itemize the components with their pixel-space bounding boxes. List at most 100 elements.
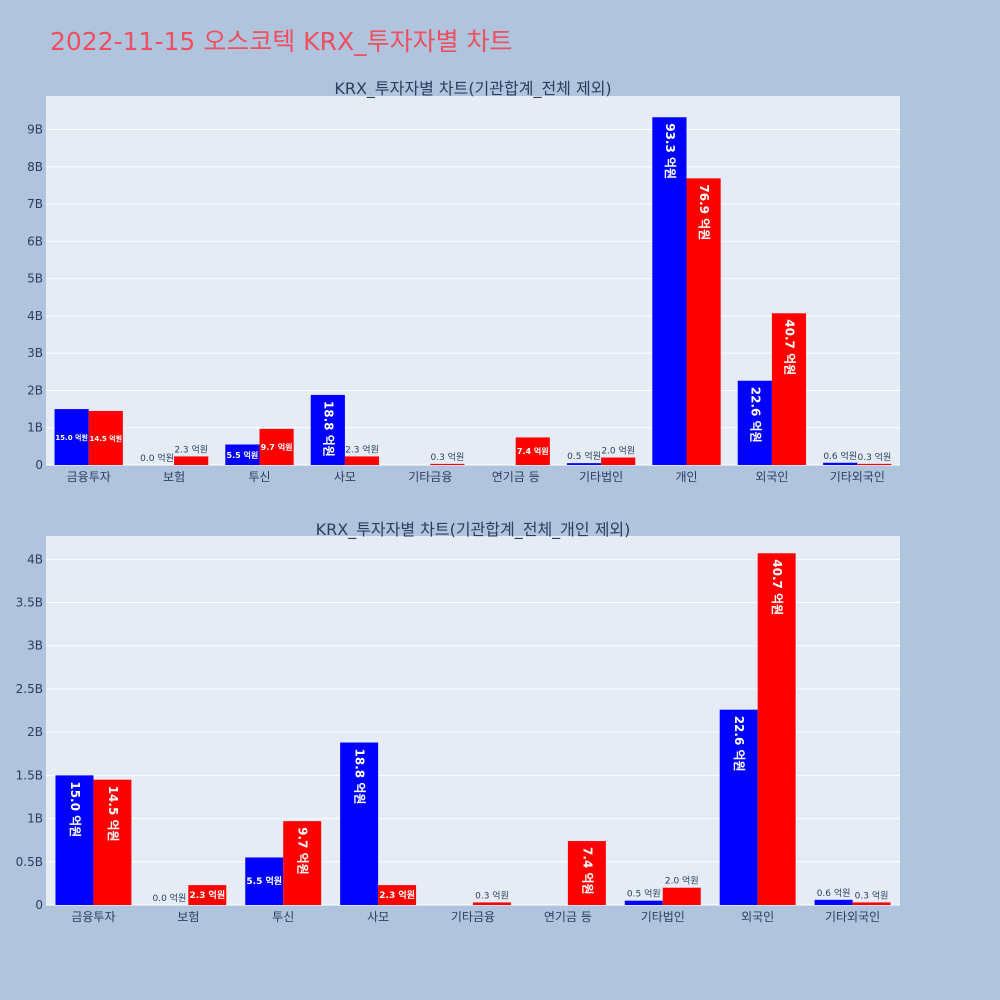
bar: [340, 742, 379, 905]
y-tick-label: 2.5B: [16, 682, 43, 696]
data-label: 9.7 억원: [296, 827, 310, 875]
x-tick-label: 외국인: [741, 910, 774, 924]
bar: [652, 117, 687, 465]
x-tick-label: 기타법인: [579, 470, 623, 484]
y-tick-label: 1.5B: [16, 768, 43, 782]
x-tick-label: 보험: [177, 910, 199, 924]
y-tick-label: 4B: [27, 309, 43, 323]
data-label: 14.5 억원: [106, 786, 120, 842]
bar: [344, 456, 380, 465]
chart-top: KRX_투자자별 차트(기관합계_전체 제외) 0 1B 2B 3B 4B 5B 6B 7B 8B…: [27, 79, 900, 484]
bar: [225, 444, 260, 465]
bar: [515, 437, 550, 465]
y-tick-label: 3.5B: [16, 596, 43, 610]
bar: [430, 463, 465, 465]
data-label: 2.3 억원: [345, 443, 379, 455]
bar: [55, 775, 94, 905]
x-tick-label: 기타외국인: [825, 910, 880, 924]
data-label: 0.3 억원: [858, 451, 892, 463]
bar: [174, 456, 209, 465]
bar: [310, 394, 345, 465]
data-label: 2.3 억원: [189, 889, 225, 901]
bar: [771, 313, 807, 465]
y-tick-label: 1B: [27, 812, 43, 826]
data-label: 0.6 억원: [817, 887, 851, 899]
data-label: 0.5 억원: [627, 888, 661, 900]
x-tick-label: 금융투자: [71, 910, 115, 924]
y-tick-label: 3B: [27, 639, 43, 653]
y-tick-label: 7B: [27, 197, 43, 211]
x-tick-label: 기타금융: [408, 470, 452, 484]
y-tick-label: 0: [35, 898, 43, 912]
x-tick-label: 기타금융: [451, 910, 495, 924]
x-tick-label: 연기금 등: [492, 470, 540, 484]
data-label: 93.3 억원: [663, 123, 677, 179]
bar: [624, 900, 663, 905]
page-title: 2022-11-15 오스코텍 KRX_투자자별 차트: [50, 27, 513, 56]
data-label: 9.7 억원: [261, 442, 293, 452]
y-tick-label: 3B: [27, 346, 43, 360]
data-label: 0.3 억원: [431, 451, 465, 463]
x-tick-label: 사모: [367, 910, 389, 924]
bar: [662, 887, 701, 905]
data-label: 2.3 억원: [174, 443, 208, 455]
y-tick-label: 0.5B: [16, 855, 43, 869]
x-tick-label: 개인: [675, 470, 697, 484]
bar: [719, 709, 758, 905]
data-label: 76.9 억원: [697, 184, 711, 240]
bar: [473, 902, 511, 905]
data-label: 40.7 억원: [770, 559, 784, 615]
data-label: 14.5 억원: [89, 434, 122, 443]
bar: [823, 462, 858, 465]
data-label: 0.0 억원: [140, 452, 174, 464]
x-tick-label: 외국인: [755, 470, 788, 484]
bar: [245, 857, 284, 905]
y-tick-label: 1B: [27, 421, 43, 435]
data-label: 0.3 억원: [855, 889, 889, 901]
data-label: 0.3 억원: [475, 889, 509, 901]
data-label: 22.6 억원: [732, 716, 746, 772]
data-label: 0.5 억원: [567, 450, 601, 462]
bar: [283, 821, 322, 905]
x-tick-label: 기타법인: [641, 910, 685, 924]
data-label: 2.0 억원: [601, 445, 635, 457]
data-label: 0.0 억원: [152, 892, 186, 904]
bar: [188, 885, 227, 905]
y-tick-label: 2B: [27, 383, 43, 397]
bar: [93, 779, 132, 905]
bar: [54, 409, 89, 465]
bar: [259, 428, 294, 465]
bar: [88, 410, 123, 465]
y-tick-label: 4B: [27, 552, 43, 566]
chart-bottom: KRX_투자자별 차트(기관합계_전체_개인 제외) 0 0.5B 1B 1.5B 2B 2…: [16, 520, 900, 924]
data-label: 5.5 억원: [227, 450, 259, 460]
bar: [378, 885, 417, 905]
bar: [567, 841, 606, 905]
bar: [737, 380, 772, 465]
x-tick-label: 연기금 등: [544, 910, 592, 924]
x-tick-label: 금융투자: [67, 470, 111, 484]
bar: [757, 553, 796, 905]
data-label: 15.0 억원: [68, 781, 82, 837]
data-label: 7.4 억원: [517, 446, 549, 456]
y-tick-label: 8B: [27, 160, 43, 174]
y-tick-label: 0: [35, 458, 43, 472]
data-label: 7.4 억원: [580, 847, 594, 895]
data-label: 5.5 억원: [246, 875, 282, 887]
y-tick-label: 6B: [27, 234, 43, 248]
bar: [601, 457, 636, 465]
data-label: 2.0 억원: [665, 875, 699, 887]
y-tick-label: 9B: [27, 123, 43, 137]
data-label: 15.0 억원: [55, 433, 88, 442]
chart-title: KRX_투자자별 차트(기관합계_전체_개인 제외): [316, 520, 631, 540]
bar: [566, 463, 602, 465]
data-label: 18.8 억원: [321, 401, 335, 457]
bar: [857, 463, 892, 465]
y-tick-label: 2B: [27, 725, 43, 739]
chart-title: KRX_투자자별 차트(기관합계_전체 제외): [334, 79, 611, 99]
x-tick-label: 투신: [272, 910, 294, 924]
data-label: 18.8 억원: [353, 749, 367, 805]
y-tick-label: 5B: [27, 272, 43, 286]
x-tick-label: 보험: [163, 470, 185, 484]
bar: [686, 178, 721, 465]
